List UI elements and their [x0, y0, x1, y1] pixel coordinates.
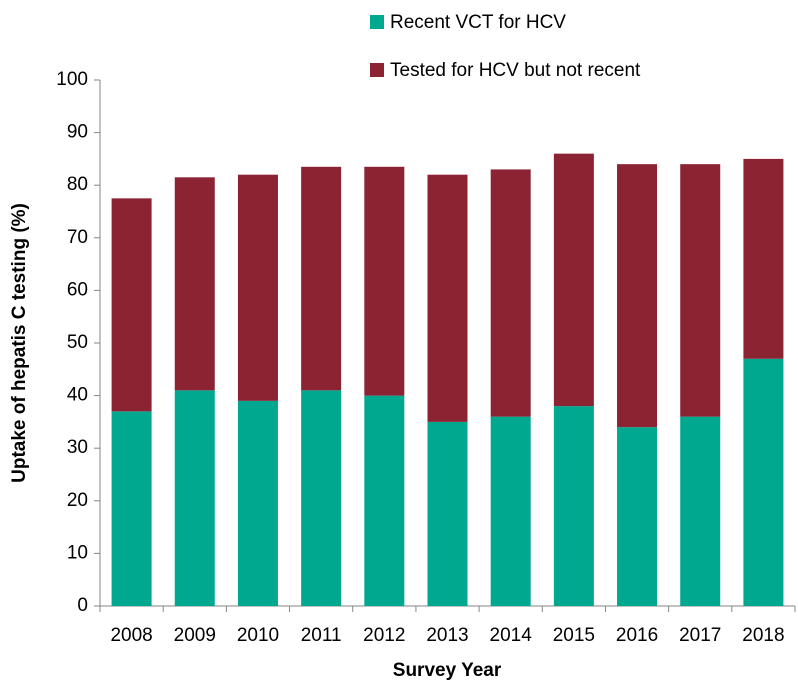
x-tick-label: 2008: [110, 625, 152, 646]
x-tick-label: 2018: [742, 625, 784, 646]
bar-segment: [617, 427, 658, 606]
y-tick-label: 40: [67, 385, 88, 406]
y-tick-label: 30: [67, 437, 88, 458]
bar-segment: [427, 421, 468, 606]
bar-segment: [680, 164, 721, 417]
y-tick-label: 90: [67, 122, 88, 143]
y-tick-label: 60: [67, 279, 88, 300]
bar-segment: [743, 158, 784, 359]
legend-label: Recent VCT for HCV: [390, 12, 566, 33]
x-tick-label: 2009: [174, 625, 216, 646]
y-tick-label: 20: [67, 490, 88, 511]
y-tick-label: 50: [67, 332, 88, 353]
x-axis-label: Survey Year: [393, 660, 502, 681]
y-tick-label: 80: [67, 174, 88, 195]
bar-segment: [111, 411, 152, 606]
bar-segment: [111, 198, 152, 412]
bar-segment: [617, 164, 658, 428]
x-tick-label: 2013: [426, 625, 468, 646]
y-tick-label: 100: [56, 69, 88, 90]
bar-segment: [427, 174, 468, 422]
bar-segment: [490, 169, 531, 417]
x-tick-label: 2017: [679, 625, 721, 646]
bar-segment: [364, 166, 405, 396]
legend-label: Tested for HCV but not recent: [390, 60, 641, 81]
x-tick-label: 2014: [490, 625, 533, 646]
y-tick-label: 0: [77, 595, 88, 616]
legend-swatch: [370, 63, 384, 77]
bar-segment: [364, 395, 405, 606]
bar-segment: [680, 416, 721, 606]
bar-segment: [174, 177, 215, 391]
y-tick-label: 10: [67, 542, 88, 563]
bar-segment: [743, 358, 784, 606]
x-tick-label: 2015: [553, 625, 595, 646]
x-tick-label: 2011: [301, 625, 342, 646]
bar-segment: [301, 390, 342, 606]
y-axis-label: Uptake of hepatis C testing (%): [9, 203, 30, 483]
bar-segment: [174, 390, 215, 606]
x-tick-label: 2012: [363, 625, 405, 646]
bar-segment: [237, 174, 278, 401]
legend-swatch: [370, 15, 384, 29]
y-tick-label: 70: [67, 227, 88, 248]
bar-segment: [237, 400, 278, 606]
bar-segment: [553, 153, 594, 407]
bar-segment: [553, 406, 594, 606]
x-tick-label: 2010: [237, 625, 279, 646]
bar-segment: [301, 166, 342, 391]
bar-segment: [490, 416, 531, 606]
x-tick-label: 2016: [616, 625, 658, 646]
